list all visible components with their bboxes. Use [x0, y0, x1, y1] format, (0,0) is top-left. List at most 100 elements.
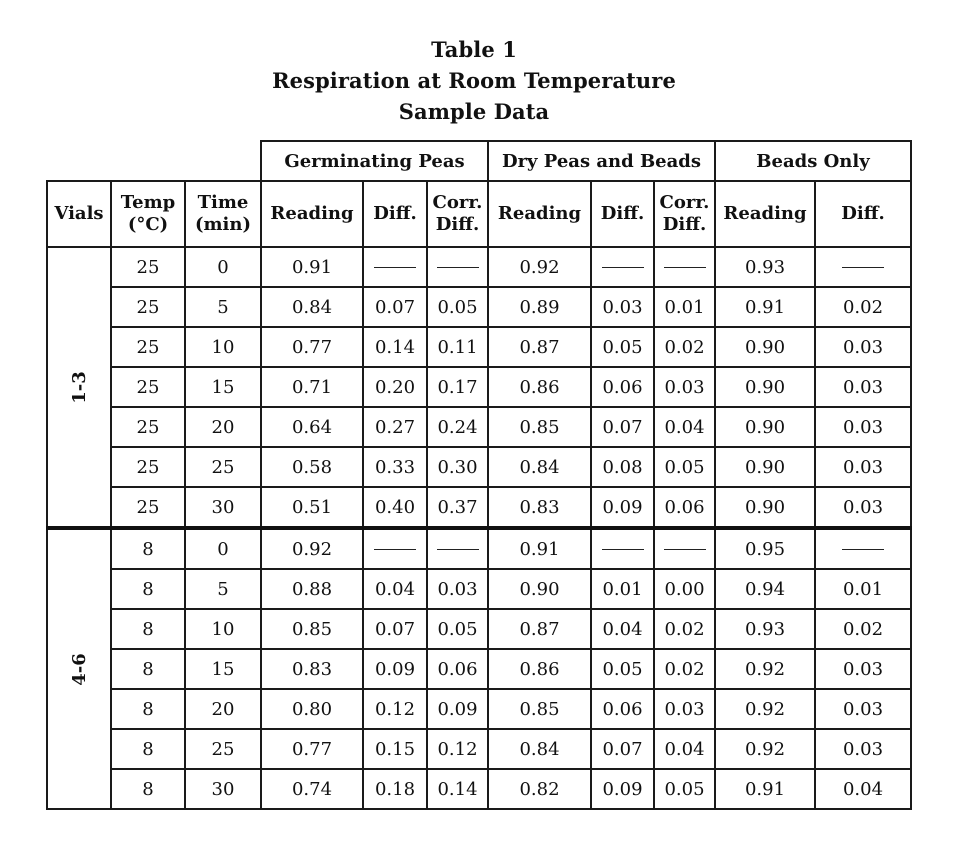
cell-dp-corr: 0.05 [653, 446, 716, 488]
cell-dp-diff: 0.07 [590, 728, 655, 770]
cell-temp: 8 [110, 526, 186, 570]
dash-placeholder [663, 549, 706, 550]
cell-gp-reading: 0.51 [260, 486, 364, 529]
cell-gp-reading: 0.74 [260, 768, 364, 810]
cell-gp-diff: 0.40 [362, 486, 428, 529]
table-body: 1-3 25 0 0.91 0.92 0.93 25 5 0.84 0.07 0.05 0.89 0.0… [46, 246, 912, 810]
cell-temp: 25 [110, 446, 186, 488]
cell-bo-diff [814, 246, 912, 288]
cell-time: 0 [184, 246, 262, 288]
table-title: Table 1 Respiration at Room Temperature … [0, 34, 948, 127]
cell-temp: 25 [110, 286, 186, 328]
cell-dp-reading: 0.84 [487, 728, 592, 770]
cell-dp-reading: 0.82 [487, 768, 592, 810]
cell-dp-reading: 0.86 [487, 366, 592, 408]
dash-placeholder [842, 267, 884, 268]
cell-bo-reading: 0.93 [714, 246, 816, 288]
cell-gp-diff: 0.18 [362, 768, 428, 810]
cell-temp: 8 [110, 608, 186, 650]
cell-gp-corr: 0.09 [426, 688, 489, 730]
cell-dp-corr: 0.00 [653, 568, 716, 610]
cell-dp-corr: 0.04 [653, 728, 716, 770]
cell-gp-diff: 0.15 [362, 728, 428, 770]
cell-time: 10 [184, 326, 262, 368]
cell-gp-reading: 0.80 [260, 688, 364, 730]
cell-dp-corr: 0.02 [653, 648, 716, 690]
cell-bo-diff: 0.03 [814, 648, 912, 690]
title-line-2: Respiration at Room Temperature [272, 68, 676, 93]
cell-dp-diff: 0.03 [590, 286, 655, 328]
cell-time: 15 [184, 648, 262, 690]
dash-placeholder [601, 549, 644, 550]
cell-time: 30 [184, 768, 262, 810]
cell-temp: 8 [110, 648, 186, 690]
col-header-gp-reading: Reading [260, 180, 364, 248]
cell-bo-diff: 0.03 [814, 366, 912, 408]
cell-temp: 8 [110, 768, 186, 810]
group-header-beads: Beads Only [714, 140, 912, 182]
cell-gp-reading: 0.85 [260, 608, 364, 650]
cell-bo-reading: 0.93 [714, 608, 816, 650]
cell-gp-diff [362, 526, 428, 570]
cell-temp: 25 [110, 326, 186, 368]
cell-bo-diff: 0.04 [814, 768, 912, 810]
title-line-3: Sample Data [398, 99, 550, 124]
cell-dp-diff: 0.04 [590, 608, 655, 650]
cell-dp-diff: 0.05 [590, 326, 655, 368]
cell-temp: 25 [110, 486, 186, 529]
cell-dp-diff [590, 246, 655, 288]
cell-dp-corr: 0.03 [653, 366, 716, 408]
cell-temp: 25 [110, 406, 186, 448]
cell-bo-reading: 0.92 [714, 728, 816, 770]
cell-gp-reading: 0.91 [260, 246, 364, 288]
cell-gp-diff: 0.07 [362, 608, 428, 650]
cell-dp-reading: 0.89 [487, 286, 592, 328]
cell-dp-reading: 0.87 [487, 326, 592, 368]
cell-gp-diff: 0.14 [362, 326, 428, 368]
cell-gp-reading: 0.88 [260, 568, 364, 610]
cell-dp-corr: 0.02 [653, 608, 716, 650]
cell-temp: 25 [110, 366, 186, 408]
cell-gp-corr: 0.17 [426, 366, 489, 408]
table-row: 8 25 0.77 0.15 0.12 0.84 0.07 0.04 0.92 0.03 [47, 728, 912, 770]
cell-gp-diff: 0.09 [362, 648, 428, 690]
cell-dp-corr: 0.02 [653, 326, 716, 368]
table-row: 8 15 0.83 0.09 0.06 0.86 0.05 0.02 0.92 0.03 [47, 648, 912, 690]
cell-dp-corr: 0.05 [653, 768, 716, 810]
cell-gp-diff: 0.04 [362, 568, 428, 610]
cell-gp-corr: 0.30 [426, 446, 489, 488]
cell-dp-corr [653, 526, 716, 570]
cell-dp-corr: 0.04 [653, 406, 716, 448]
vials-group-label: 4-6 [46, 526, 112, 810]
cell-bo-diff: 0.02 [814, 286, 912, 328]
dash-placeholder [436, 549, 479, 550]
cell-gp-diff: 0.12 [362, 688, 428, 730]
cell-gp-corr [426, 246, 489, 288]
table-row: 1-3 25 0 0.91 0.92 0.93 [46, 246, 912, 529]
cell-gp-reading: 0.92 [260, 526, 364, 570]
col-header-gp-corr: Corr. Diff. [426, 180, 489, 248]
dash-placeholder [374, 549, 416, 550]
cell-temp: 25 [110, 246, 186, 288]
cell-gp-reading: 0.64 [260, 406, 364, 448]
cell-bo-diff: 0.03 [814, 326, 912, 368]
cell-gp-reading: 0.71 [260, 366, 364, 408]
table-row: 8 20 0.80 0.12 0.09 0.85 0.06 0.03 0.92 0.03 [47, 688, 912, 730]
table-row: 25 15 0.71 0.20 0.17 0.86 0.06 0.03 0.90 0.03 [47, 366, 912, 408]
cell-gp-diff [362, 246, 428, 288]
cell-time: 30 [184, 486, 262, 529]
table-row: 4-6 8 0 0.92 0.91 0.95 [46, 526, 912, 810]
cell-bo-diff: 0.03 [814, 486, 912, 529]
cell-bo-diff: 0.03 [814, 406, 912, 448]
dash-placeholder [663, 267, 706, 268]
cell-dp-diff: 0.06 [590, 688, 655, 730]
cell-bo-diff: 0.03 [814, 728, 912, 770]
cell-bo-diff: 0.03 [814, 688, 912, 730]
cell-time: 0 [184, 526, 262, 570]
respiration-table: Germinating Peas Dry Peas and Beads Bead… [46, 140, 912, 810]
dash-placeholder [436, 267, 479, 268]
table-row: 25 25 0.58 0.33 0.30 0.84 0.08 0.05 0.90 0.03 [47, 446, 912, 488]
dash-placeholder [842, 549, 884, 550]
cell-time: 5 [184, 568, 262, 610]
cell-bo-reading: 0.90 [714, 366, 816, 408]
